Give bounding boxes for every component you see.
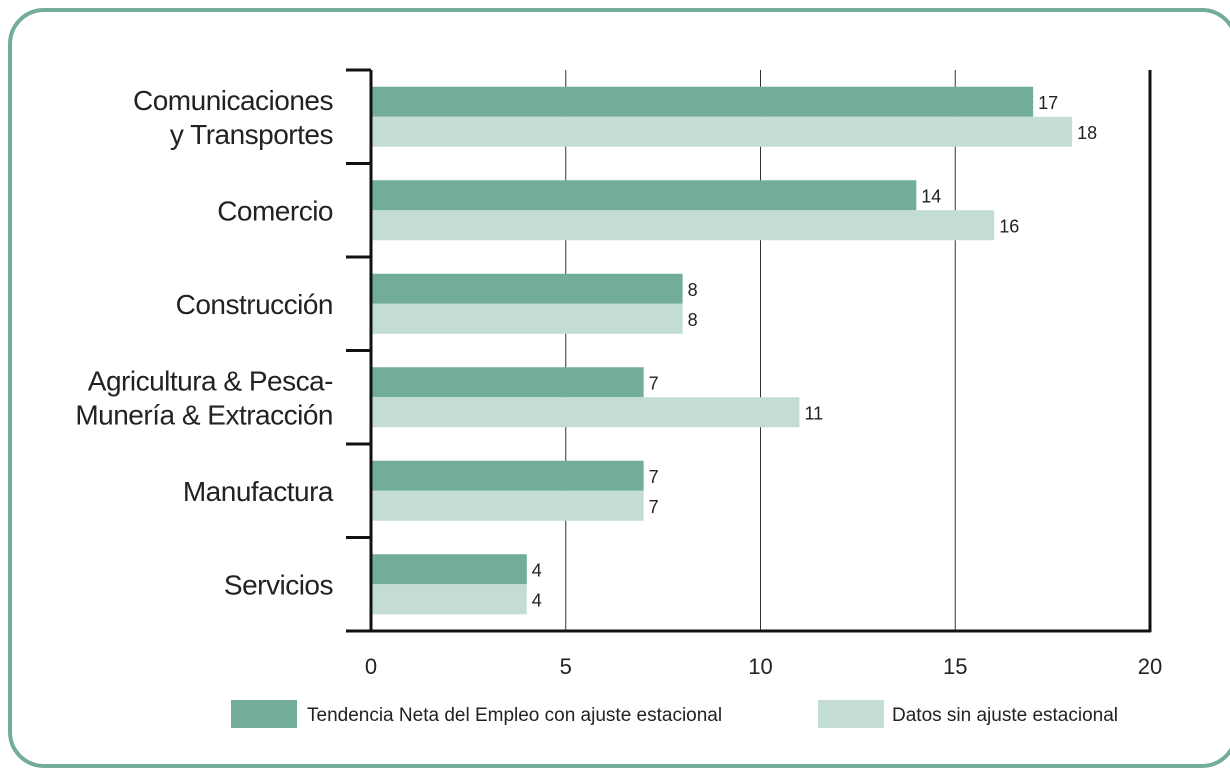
grid-lines	[565, 70, 956, 631]
x-tick-label: 0	[365, 654, 377, 679]
legend-label: Datos sin ajuste estacional	[892, 705, 1118, 726]
value-label: 16	[999, 216, 1019, 236]
legend-label: Tendencia Neta del Empleo con ajuste est…	[307, 705, 722, 726]
category-label: Construcción	[176, 289, 333, 320]
x-tick-label: 15	[943, 654, 967, 679]
bar-adjusted	[371, 180, 917, 211]
value-label: 17	[1038, 93, 1058, 113]
axes	[346, 68, 1152, 633]
x-tick-label: 20	[1138, 654, 1162, 679]
category-label: Servicios	[224, 569, 333, 600]
legend: Tendencia Neta del Empleo con ajuste est…	[231, 700, 1118, 728]
category-label: Comunicaciones	[133, 85, 333, 116]
bar-adjusted	[371, 367, 644, 398]
bar-adjusted	[371, 86, 1034, 117]
category-label: Manufactura	[183, 476, 334, 507]
x-tick-label: 5	[560, 654, 572, 679]
value-label: 11	[804, 403, 823, 423]
legend-swatch	[818, 700, 884, 728]
category-label: Agricultura & Pesca-	[88, 365, 333, 396]
bar-unadjusted	[371, 584, 527, 615]
value-label: 8	[688, 310, 698, 330]
category-label: Comercio	[217, 195, 333, 226]
value-label: 7	[649, 373, 659, 393]
value-label: 7	[649, 497, 659, 517]
bar-adjusted	[371, 460, 644, 491]
value-label: 4	[532, 590, 542, 610]
category-label: y Transportes	[170, 119, 333, 150]
bars	[371, 86, 1073, 615]
bar-adjusted	[371, 273, 683, 304]
value-label: 8	[688, 280, 698, 300]
bar-unadjusted	[371, 210, 995, 241]
bar-unadjusted	[371, 490, 644, 521]
value-label: 4	[532, 560, 542, 580]
bar-unadjusted	[371, 303, 683, 334]
category-label: Munería & Extracción	[75, 399, 333, 430]
bar-unadjusted	[371, 116, 1073, 147]
legend-swatch	[231, 700, 297, 728]
value-label: 7	[649, 467, 659, 487]
value-label: 18	[1077, 123, 1097, 143]
x-tick-label: 10	[748, 654, 772, 679]
value-label: 14	[921, 186, 941, 206]
bar-unadjusted	[371, 397, 800, 428]
bar-adjusted	[371, 554, 527, 585]
